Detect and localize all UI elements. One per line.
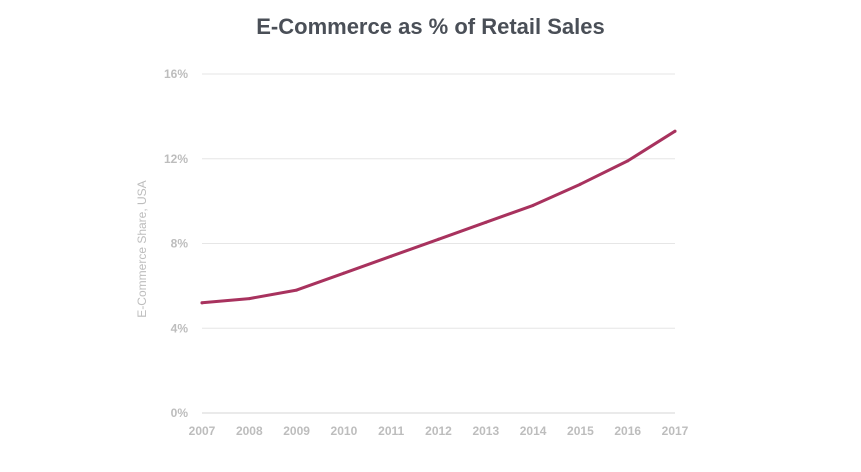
data-point <box>578 182 582 186</box>
x-tick-label: 2012 <box>425 424 452 438</box>
series-line-0 <box>200 129 677 305</box>
x-tick-label: 2014 <box>520 424 547 438</box>
y-tick-label: 0% <box>171 406 189 420</box>
y-tick-label: 8% <box>171 237 189 251</box>
y-tick-label: 4% <box>171 321 189 335</box>
x-tick-label: 2015 <box>567 424 594 438</box>
x-tick-label: 2010 <box>331 424 358 438</box>
data-point <box>531 203 535 207</box>
data-point <box>437 237 440 241</box>
series-group <box>200 129 677 305</box>
data-point <box>295 288 299 292</box>
y-axis-ticks: 0% 4% 8% 12% 16% <box>164 67 188 420</box>
data-point <box>626 159 630 163</box>
data-point <box>389 254 393 258</box>
x-tick-label: 2016 <box>614 424 641 438</box>
y-tick-label: 16% <box>164 67 188 81</box>
x-axis-ticks: 2007 2008 2009 2010 2011 2012 2013 2014 2015 2016… <box>189 424 689 438</box>
x-tick-label: 2013 <box>472 424 499 438</box>
data-point <box>200 301 204 305</box>
x-tick-label: 2008 <box>236 424 263 438</box>
y-axis-label: E-Commerce Share, USA <box>135 180 149 317</box>
x-tick-label: 2007 <box>189 424 216 438</box>
gridlines <box>202 73 675 414</box>
data-point <box>673 129 677 133</box>
x-tick-label: 2011 <box>378 424 404 438</box>
x-tick-label: 2009 <box>283 424 310 438</box>
data-point <box>342 271 346 275</box>
data-point <box>247 297 251 301</box>
data-point <box>484 220 488 224</box>
x-tick-label: 2017 <box>662 424 689 438</box>
chart-title: E-Commerce as % of Retail Sales <box>256 14 605 39</box>
y-tick-label: 12% <box>164 152 188 166</box>
